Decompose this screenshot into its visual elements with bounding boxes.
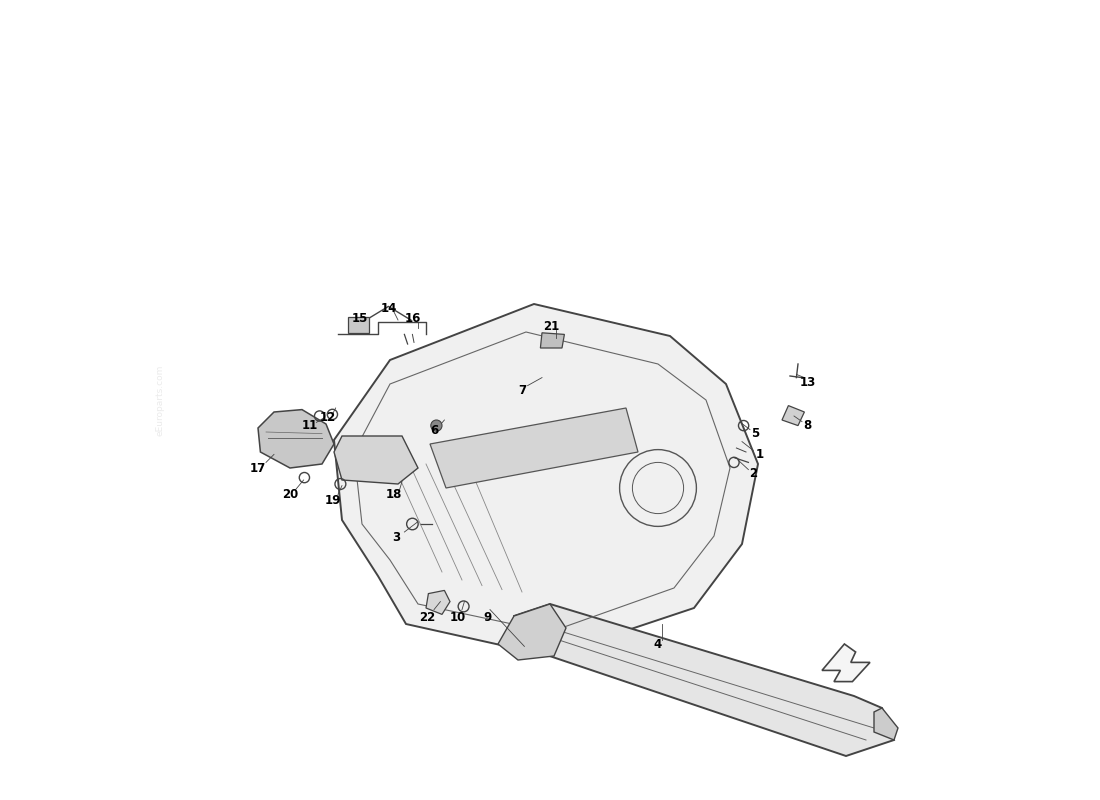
Text: eEuroparts.com: eEuroparts.com	[155, 364, 164, 436]
Text: 16: 16	[404, 312, 420, 325]
Circle shape	[431, 420, 442, 431]
Text: 10: 10	[450, 611, 466, 624]
Polygon shape	[334, 436, 418, 484]
Polygon shape	[822, 644, 870, 682]
Polygon shape	[334, 304, 758, 656]
Text: 2: 2	[749, 467, 757, 480]
Text: 5: 5	[751, 427, 760, 440]
Text: 9: 9	[484, 611, 492, 624]
Text: 8: 8	[803, 419, 812, 432]
Text: 3: 3	[393, 531, 400, 544]
Polygon shape	[782, 406, 804, 426]
Text: 1: 1	[756, 448, 763, 461]
Text: 14: 14	[381, 302, 397, 314]
Polygon shape	[540, 333, 564, 348]
Polygon shape	[430, 408, 638, 488]
Text: 18: 18	[386, 488, 403, 501]
Text: 11: 11	[301, 419, 318, 432]
Text: 19: 19	[324, 494, 341, 506]
Polygon shape	[258, 410, 334, 468]
Text: 21: 21	[543, 320, 560, 333]
Text: 15: 15	[351, 312, 367, 325]
Text: 17: 17	[250, 462, 266, 474]
Text: 7: 7	[518, 384, 526, 397]
Text: 12: 12	[319, 411, 336, 424]
Polygon shape	[514, 604, 894, 756]
Text: 6: 6	[430, 424, 438, 437]
Polygon shape	[874, 708, 898, 740]
Text: 22: 22	[419, 611, 435, 624]
Polygon shape	[426, 590, 450, 614]
FancyBboxPatch shape	[348, 317, 370, 333]
Text: 4: 4	[653, 638, 662, 650]
Polygon shape	[498, 604, 566, 660]
Text: 20: 20	[282, 488, 298, 501]
Text: 13: 13	[800, 376, 816, 389]
